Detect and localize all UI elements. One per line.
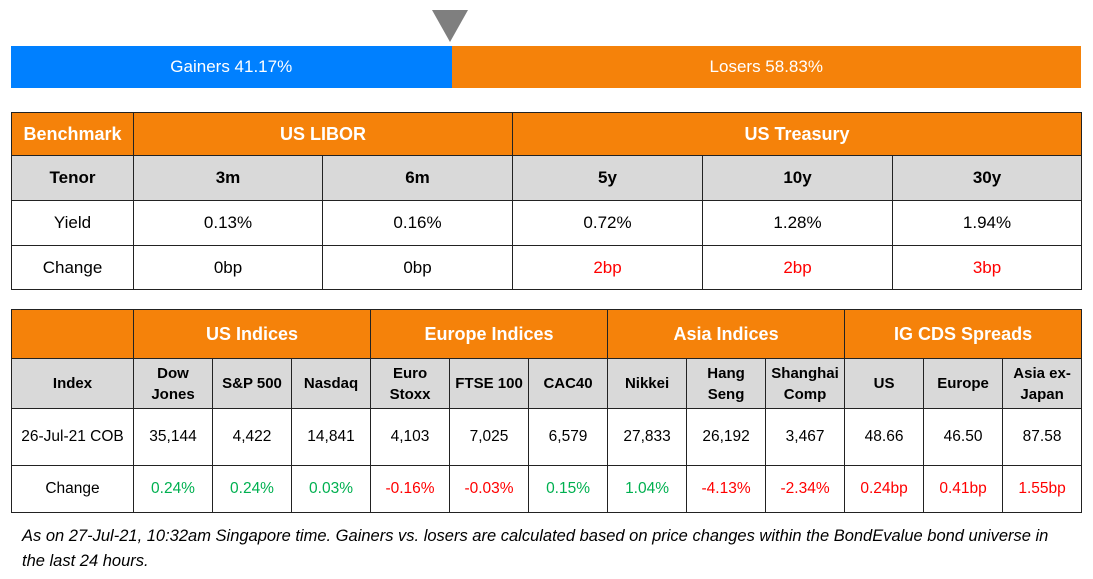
group-header-cds: IG CDS Spreads bbox=[844, 309, 1083, 359]
index-name-line: Hang bbox=[707, 364, 745, 382]
index-name-header: Shanghai Comp bbox=[765, 358, 846, 409]
index-name-line: Comp bbox=[783, 385, 827, 403]
index-name-header: Asia ex- Japan bbox=[1002, 358, 1083, 409]
yield-value: 1.28% bbox=[702, 200, 894, 246]
index-name-header: US bbox=[844, 358, 925, 409]
yield-value: 0.13% bbox=[133, 200, 323, 246]
index-change: 1.04% bbox=[607, 465, 688, 513]
index-change: 0.24bp bbox=[844, 465, 925, 513]
index-change: -2.34% bbox=[765, 465, 846, 513]
index-name-line: Japan bbox=[1020, 385, 1064, 403]
treasury-header: US Treasury bbox=[512, 112, 1083, 156]
index-name-header: Hang Seng bbox=[686, 358, 767, 409]
index-name-line: Jones bbox=[151, 385, 195, 403]
index-change: 0.03% bbox=[290, 465, 372, 513]
blank-header bbox=[11, 309, 134, 359]
index-value: 48.66 bbox=[844, 408, 925, 466]
gainers-segment: Gainers 41.17% bbox=[11, 46, 452, 88]
index-change: -4.13% bbox=[686, 465, 767, 513]
index-name-line: FTSE 100 bbox=[455, 375, 523, 392]
breadth-marker-icon bbox=[432, 10, 468, 42]
index-change: -0.03% bbox=[449, 465, 530, 513]
yield-change: 3bp bbox=[892, 245, 1083, 290]
yield-value: 0.16% bbox=[321, 200, 514, 246]
tenor-header: 30y bbox=[892, 155, 1083, 201]
index-change: 0.41bp bbox=[923, 465, 1004, 513]
index-label: Index bbox=[11, 358, 134, 409]
index-value: 3,467 bbox=[765, 408, 846, 466]
yield-change: 0bp bbox=[321, 245, 514, 290]
rates-table: Benchmark US LIBOR US Treasury Tenor 3m 6… bbox=[11, 112, 1083, 290]
yield-change: 0bp bbox=[133, 245, 323, 290]
yield-change: 2bp bbox=[702, 245, 894, 290]
change-label: Change bbox=[11, 245, 134, 290]
index-change: -0.16% bbox=[370, 465, 451, 513]
yield-value: 1.94% bbox=[892, 200, 1083, 246]
index-change: 0.24% bbox=[212, 465, 292, 513]
index-name-header: CAC40 bbox=[528, 358, 609, 409]
index-change: 1.55bp bbox=[1002, 465, 1083, 513]
yield-value: 0.72% bbox=[512, 200, 704, 246]
date-label: 26-Jul-21 COB bbox=[11, 408, 134, 466]
index-value: 14,841 bbox=[290, 408, 372, 466]
yield-label: Yield bbox=[11, 200, 134, 246]
index-name-line: Euro bbox=[392, 364, 428, 382]
index-value: 26,192 bbox=[686, 408, 767, 466]
index-name-line: Nikkei bbox=[624, 375, 670, 392]
libor-header: US LIBOR bbox=[132, 112, 514, 156]
index-value: 4,103 bbox=[370, 408, 451, 466]
index-value: 4,422 bbox=[212, 408, 292, 466]
index-name-header: Europe bbox=[923, 358, 1004, 409]
index-name-line: S&P 500 bbox=[222, 375, 282, 392]
index-change: 0.15% bbox=[528, 465, 609, 513]
index-value: 27,833 bbox=[607, 408, 688, 466]
index-name-header: Dow Jones bbox=[133, 358, 213, 409]
index-change: 0.24% bbox=[133, 465, 213, 513]
index-name-line: Nasdaq bbox=[303, 375, 359, 392]
tenor-label: Tenor bbox=[11, 155, 134, 201]
index-name-header: S&P 500 bbox=[212, 358, 292, 409]
tenor-header: 10y bbox=[702, 155, 894, 201]
index-name-line: Stoxx bbox=[389, 385, 431, 403]
change-label: Change bbox=[11, 465, 134, 513]
yield-change: 2bp bbox=[512, 245, 704, 290]
benchmark-header: Benchmark bbox=[11, 112, 134, 156]
index-name-line: US bbox=[873, 375, 895, 392]
tenor-header: 3m bbox=[133, 155, 323, 201]
index-name-header: Nasdaq bbox=[290, 358, 372, 409]
tenor-header: 5y bbox=[512, 155, 704, 201]
index-name-line: Seng bbox=[707, 385, 745, 403]
tenor-header: 6m bbox=[321, 155, 514, 201]
footnote: As on 27-Jul-21, 10:32am Singapore time.… bbox=[22, 527, 1049, 570]
index-name-line: CAC40 bbox=[543, 375, 593, 392]
indices-table: US Indices Europe Indices Asia Indices I… bbox=[11, 309, 1083, 513]
gainers-losers-bar: Gainers 41.17% Losers 58.83% bbox=[11, 46, 1081, 88]
index-value: 7,025 bbox=[449, 408, 530, 466]
group-header-europe: Europe Indices bbox=[370, 309, 609, 359]
group-header-us: US Indices bbox=[132, 309, 372, 359]
index-name-line: Dow bbox=[157, 364, 189, 382]
index-name-line: Asia ex- bbox=[1013, 364, 1071, 382]
index-value: 87.58 bbox=[1002, 408, 1083, 466]
index-value: 35,144 bbox=[133, 408, 213, 466]
index-value: 46.50 bbox=[923, 408, 1004, 466]
index-name-line: Europe bbox=[937, 375, 989, 392]
index-value: 6,579 bbox=[528, 408, 609, 466]
index-name-header: Nikkei bbox=[607, 358, 688, 409]
losers-segment: Losers 58.83% bbox=[451, 46, 1081, 88]
group-header-asia: Asia Indices bbox=[607, 309, 846, 359]
index-name-header: FTSE 100 bbox=[449, 358, 530, 409]
index-name-line: Shanghai bbox=[771, 364, 839, 382]
index-name-header: Euro Stoxx bbox=[370, 358, 451, 409]
